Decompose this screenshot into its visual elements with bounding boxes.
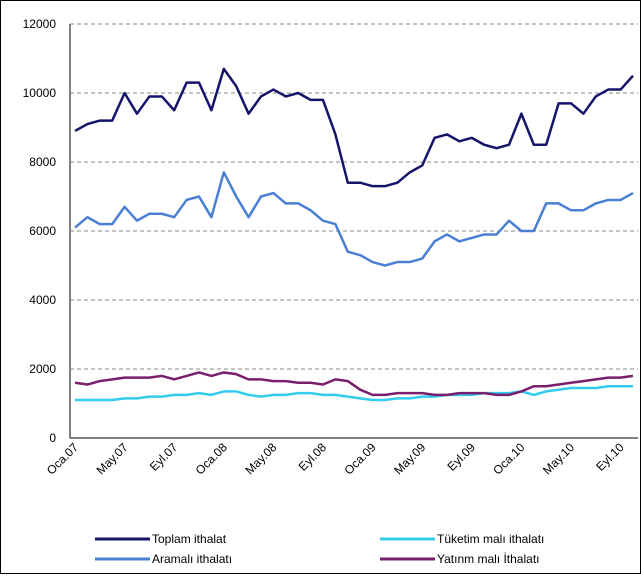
series-line xyxy=(74,67,634,188)
y-tick-label: 6000 xyxy=(29,224,56,238)
y-tick-label: 10000 xyxy=(23,86,57,100)
legend-label: Yatınm malı İthalatı xyxy=(437,552,540,566)
series-line xyxy=(75,385,633,402)
legend-label: Aramalı ithalatı xyxy=(152,552,232,566)
legend-label: Tüketim malı ithalatı xyxy=(437,532,544,546)
y-tick-label: 0 xyxy=(49,431,56,445)
series-line xyxy=(74,371,634,397)
y-tick-label: 2000 xyxy=(29,362,56,376)
y-tick-label: 12000 xyxy=(23,17,57,31)
legend-label: Toplam ithalat xyxy=(152,532,227,546)
series-line xyxy=(74,171,634,267)
y-tick-label: 8000 xyxy=(29,155,56,169)
y-tick-label: 4000 xyxy=(29,293,56,307)
